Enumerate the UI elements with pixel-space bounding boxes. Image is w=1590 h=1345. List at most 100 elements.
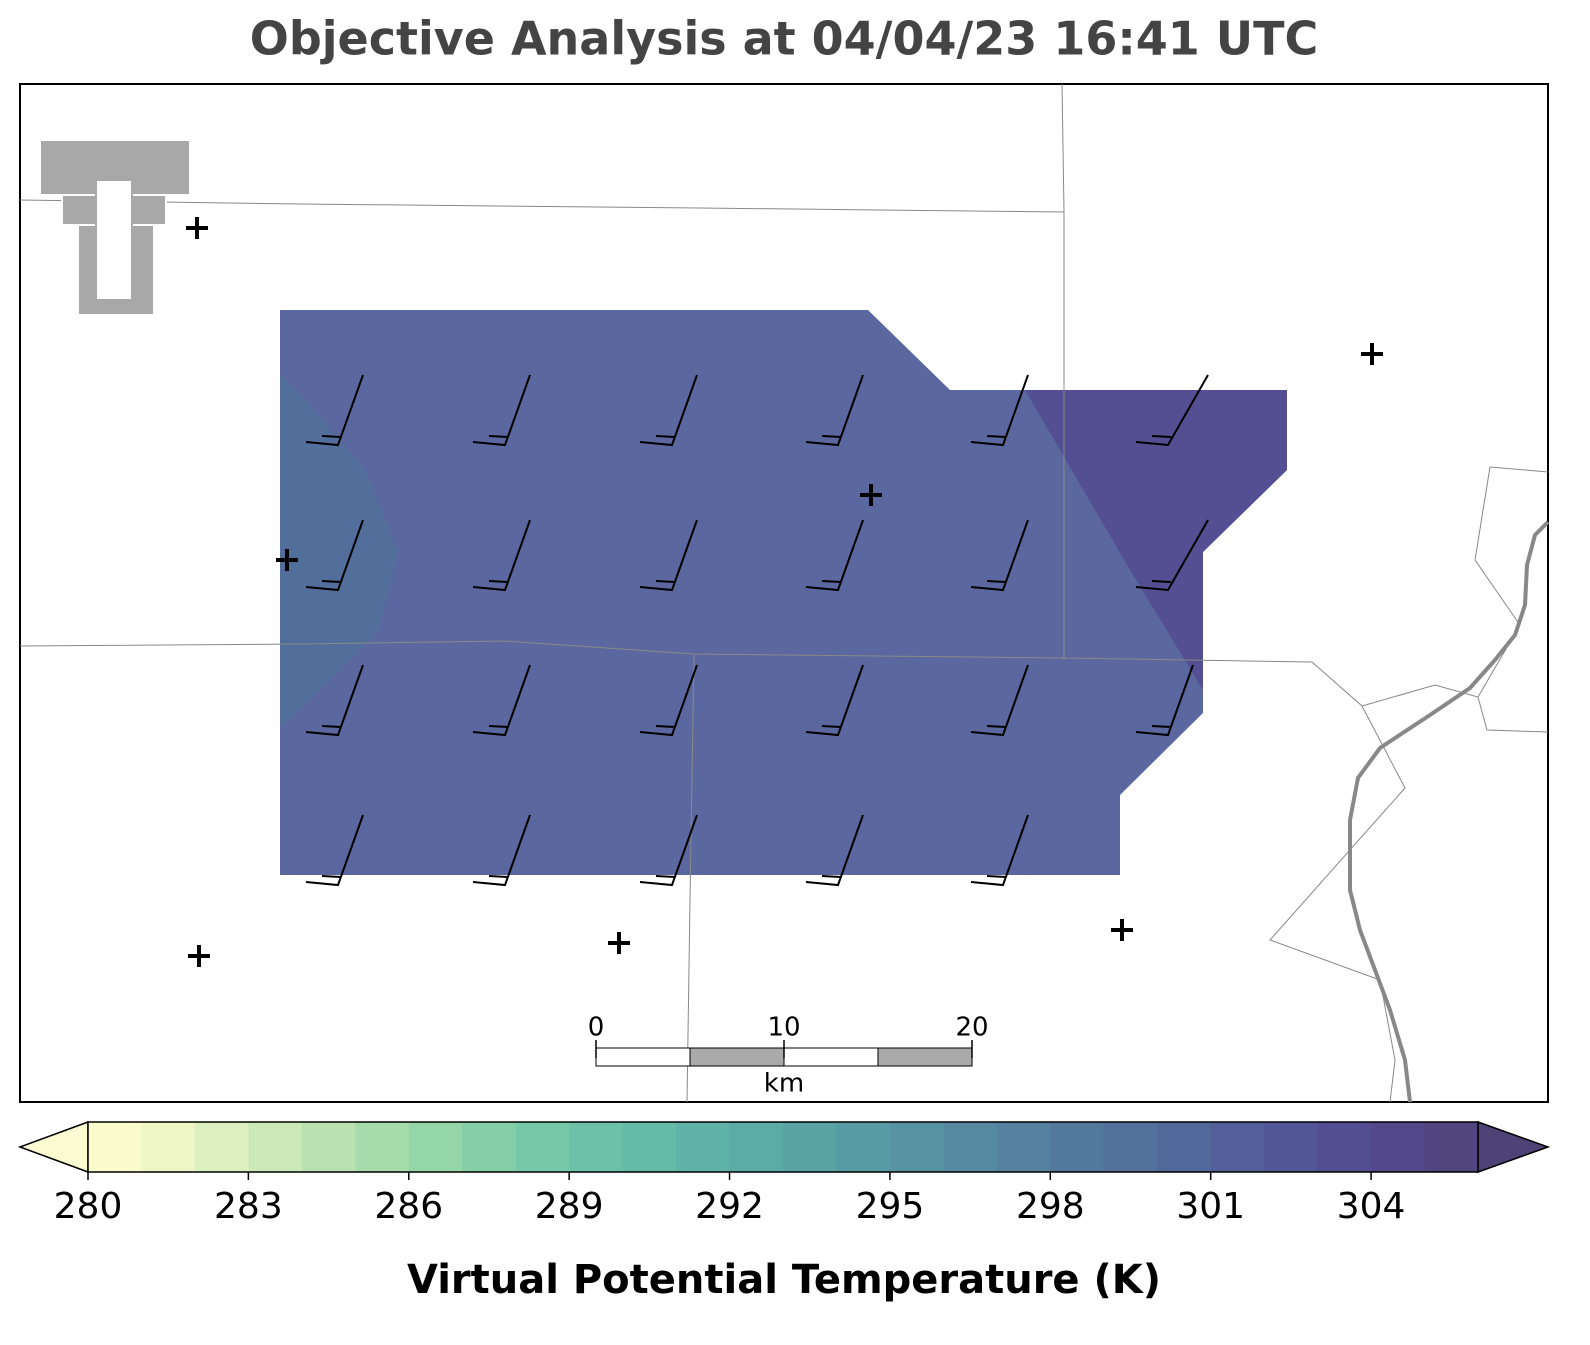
- scale-segment: [877, 1047, 973, 1067]
- wind-barb: [305, 374, 364, 447]
- wind-barb: [1135, 664, 1194, 737]
- wind-barb-flag: [655, 875, 676, 878]
- colorbar-segment: [301, 1122, 356, 1172]
- analysis-field: [280, 310, 1287, 875]
- colorbar: 280 283 286 289 292 295 298 301 304: [17, 1120, 1551, 1227]
- colorbar-segment: [141, 1122, 196, 1172]
- stations: [186, 217, 1383, 967]
- wind-barb: [305, 664, 364, 737]
- wind-barb-flag: [986, 875, 1007, 878]
- colorbar-segment: [355, 1122, 410, 1172]
- wind-barb-flag: [488, 580, 509, 583]
- wind-barb-flag: [488, 875, 509, 878]
- colorbar-tick-label: 301: [1176, 1186, 1245, 1227]
- colorbar-segment: [622, 1122, 677, 1172]
- colorbar-over: [1477, 1120, 1551, 1174]
- wind-barb: [472, 519, 531, 592]
- wind-barb: [970, 374, 1029, 447]
- colorbar-segment: [1264, 1122, 1319, 1172]
- analysis-region: [280, 373, 398, 728]
- wind-barb: [805, 374, 864, 447]
- colorbar-tick-label: 283: [214, 1186, 283, 1227]
- colorbar-segment: [1157, 1122, 1212, 1172]
- colorbar-frame: [87, 1121, 1479, 1173]
- wind-barb-flag: [1151, 435, 1172, 438]
- colorbar-segment: [1424, 1122, 1479, 1172]
- wind-barb: [305, 814, 364, 887]
- scale-label: 10: [767, 1013, 800, 1043]
- wind-barb: [639, 374, 698, 447]
- colorbar-tick-label: 298: [1016, 1186, 1085, 1227]
- wind-barb-flag: [321, 580, 342, 583]
- scale-bar: 0 10 20 km: [588, 1013, 989, 1099]
- colorbar-segment: [676, 1122, 731, 1172]
- wind-barb: [472, 374, 531, 447]
- colorbar-segment: [729, 1122, 784, 1172]
- wind-barb-flag: [1151, 580, 1172, 583]
- wind-barb: [805, 664, 864, 737]
- colorbar-tick-label: 295: [856, 1186, 925, 1227]
- colorbar-tick-label: 292: [695, 1186, 764, 1227]
- colorbar-segment: [88, 1122, 142, 1172]
- wind-barb: [639, 814, 698, 887]
- wind-barb-flag: [321, 725, 342, 728]
- wind-barb-flag: [488, 435, 509, 438]
- wind-barb-flag: [655, 580, 676, 583]
- wind-barb-flag: [488, 725, 509, 728]
- colorbar-segment: [248, 1122, 303, 1172]
- river: [1348, 520, 1550, 1103]
- scale-unit: km: [764, 1069, 804, 1099]
- colorbar-tick-label: 289: [535, 1186, 604, 1227]
- wind-barbs: [305, 374, 1209, 887]
- colorbar-label: Virtual Potential Temperature (K): [407, 1257, 1161, 1303]
- wind-barb: [970, 664, 1029, 737]
- scale-segment: [689, 1047, 785, 1067]
- colorbar-segment: [783, 1122, 837, 1172]
- wind-barb-flag: [655, 725, 676, 728]
- wind-barb: [639, 664, 698, 737]
- wind-barb: [970, 814, 1029, 887]
- colorbar-segment: [836, 1122, 891, 1172]
- wind-barb: [1135, 374, 1209, 447]
- colorbar-segment: [408, 1122, 463, 1172]
- colorbar-segment: [996, 1122, 1051, 1172]
- colorbar-tick-label: 280: [54, 1186, 123, 1227]
- wind-barb-flag: [321, 435, 342, 438]
- analysis-region: [280, 310, 1287, 875]
- colorbar-under: [17, 1120, 89, 1174]
- colorbar-segment: [889, 1122, 944, 1172]
- wind-barb-flag: [821, 725, 842, 728]
- colorbar-segment: [943, 1122, 998, 1172]
- analysis-region: [1025, 390, 1287, 690]
- scale-label: 0: [588, 1013, 605, 1043]
- wind-barb-flag: [986, 435, 1007, 438]
- title: Objective Analysis at 04/04/23 16:41 UTC: [250, 12, 1319, 66]
- wind-barb: [805, 814, 864, 887]
- colorbar-segment: [515, 1122, 570, 1172]
- colorbar-segment: [569, 1122, 624, 1172]
- wind-barb: [1135, 519, 1209, 592]
- colorbar-tick-label: 304: [1337, 1186, 1406, 1227]
- colorbar-tick-label: 286: [374, 1186, 443, 1227]
- wind-barb: [970, 519, 1029, 592]
- wind-barb: [472, 814, 531, 887]
- colorbar-segment: [1050, 1122, 1105, 1172]
- colorbar-segment: [194, 1122, 249, 1172]
- colorbar-segment: [1371, 1122, 1426, 1172]
- wind-barb-flag: [655, 435, 676, 438]
- colorbar-segment: [1210, 1122, 1265, 1172]
- scale-segment: [595, 1047, 691, 1067]
- scale-segment: [783, 1047, 879, 1067]
- colorbar-segment: [1103, 1122, 1158, 1172]
- logo: [39, 139, 191, 316]
- wind-barb: [305, 519, 364, 592]
- scale-label: 20: [955, 1013, 988, 1043]
- wind-barb-flag: [821, 435, 842, 438]
- colorbar-segment: [462, 1122, 517, 1172]
- wind-barb-flag: [821, 580, 842, 583]
- wind-barb-flag: [986, 580, 1007, 583]
- wind-barb: [472, 664, 531, 737]
- wind-barb: [639, 519, 698, 592]
- wind-barb-flag: [986, 725, 1007, 728]
